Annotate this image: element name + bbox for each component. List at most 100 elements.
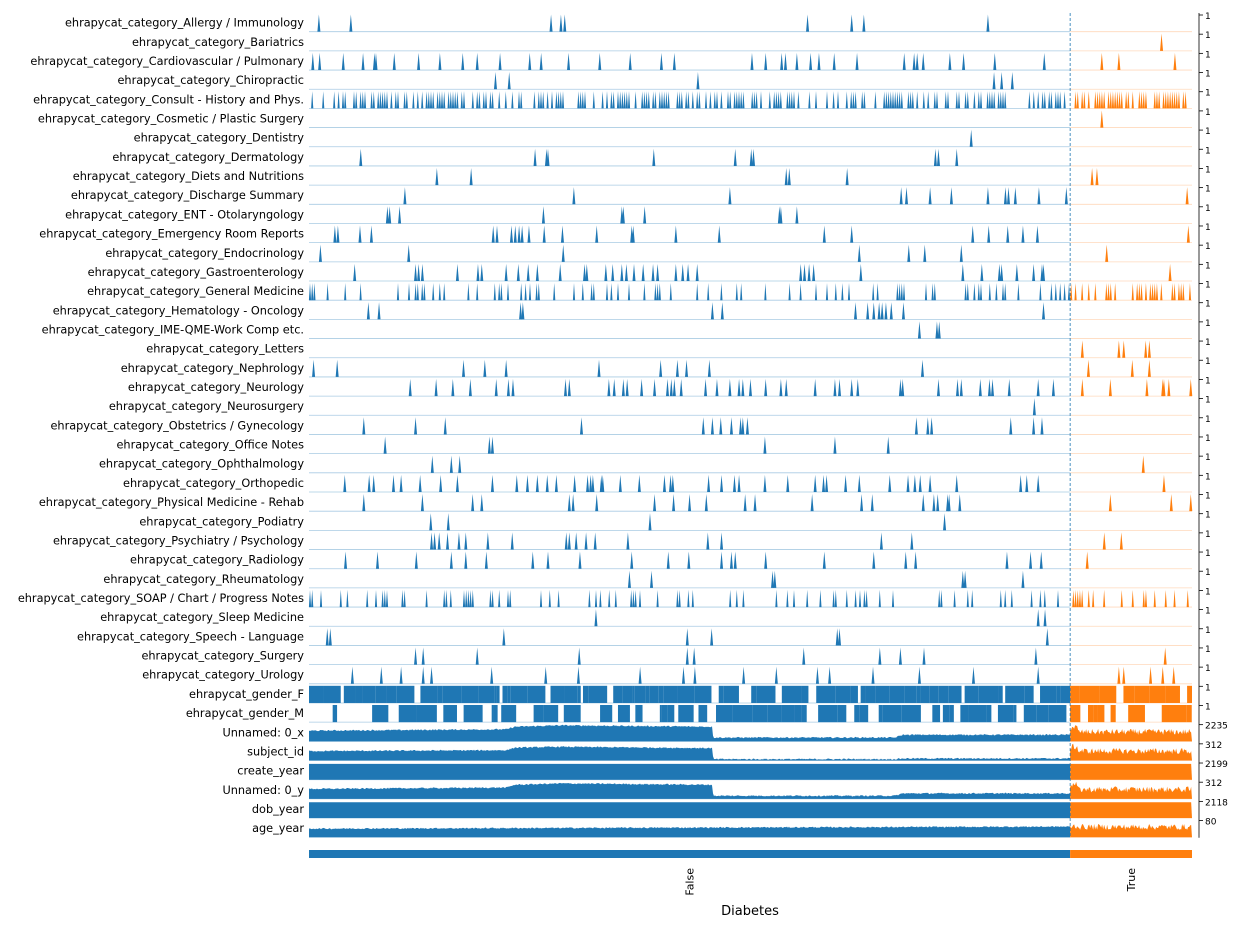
data-spike [923,244,927,262]
data-spike [359,283,362,301]
data-block [837,704,847,723]
data-spike [370,91,373,109]
data-spike [672,378,676,397]
data-spike [1118,91,1121,109]
track-label: ehrapycat_gender_M [186,707,304,720]
data-spike [447,91,450,109]
data-spike [612,378,616,397]
data-spike [1036,666,1040,684]
data-spike [1040,417,1044,435]
track-row: ehrapycat_category_Bariatrics 1 [132,31,1211,52]
data-spike [742,666,746,684]
data-spike [362,494,366,512]
data-spike [557,91,560,109]
data-spike [1043,609,1047,627]
track-label: ehrapycat_category_Nephrology [121,362,305,375]
data-spike [1169,494,1173,512]
data-spike [672,52,676,71]
data-spike [822,474,826,492]
data-spike [322,91,325,109]
data-block [997,704,1014,723]
data-spike [814,91,818,109]
data-spike [399,474,403,492]
data-spike [550,91,554,109]
data-block [362,685,376,703]
data-spike [900,91,903,109]
data-spike [1180,283,1183,301]
track-row: ehrapycat_category_Cardiovascular / Pulm… [30,50,1211,71]
data-block [577,685,581,703]
data-spike [379,666,383,684]
track-row: ehrapycat_category_Podiatry 1 [139,511,1211,531]
track-label: ehrapycat_category_Cosmetic / Plastic Su… [38,112,304,125]
data-spike [1054,91,1057,109]
data-spike [726,91,730,109]
data-spike [1102,532,1106,550]
data-spike [502,628,506,646]
data-spike [493,283,496,301]
data-spike [1078,589,1082,608]
data-spike [652,148,656,166]
data-spike [1136,283,1139,301]
data-block [1079,685,1100,703]
data-spike [979,91,983,109]
data-spike [1130,359,1134,377]
data-spike [687,589,690,608]
data-spike [1063,91,1066,109]
data-spike [542,225,546,243]
data-spike [1080,378,1084,397]
data-spike [498,52,502,71]
data-spike [707,283,710,301]
data-spike [914,551,918,569]
data-spike [685,647,689,665]
data-spike [737,474,741,492]
data-spike [1189,378,1193,397]
data-spike [377,91,380,109]
data-spike [352,91,356,109]
data-spike [495,225,499,243]
data-spike [612,91,615,109]
data-spike [1081,91,1084,109]
data-spike [955,378,959,397]
data-spike [759,91,763,109]
data-spike [533,91,536,109]
data-spike [741,417,745,435]
data-spike [701,417,705,435]
data-spike [698,91,701,109]
data-spike [578,551,582,569]
data-spike [449,455,453,473]
data-spike [1094,91,1097,109]
data-spike [720,474,724,492]
data-block [998,685,1003,703]
data-spike [346,589,349,608]
data-spike [1173,91,1176,109]
track-max-label: 312 [1205,779,1222,789]
data-spike [710,417,714,435]
data-spike [742,589,745,608]
data-spike [1034,647,1038,665]
data-spike [374,52,378,71]
data-spike [626,532,630,550]
data-spike [763,474,767,492]
data-spike [504,263,508,282]
data-spike [898,647,902,665]
data-spike [1147,359,1151,377]
data-spike [1162,91,1165,109]
track-max-label: 1 [1205,683,1211,693]
data-block [716,704,733,723]
data-spike [513,225,517,243]
data-spike [1006,187,1010,205]
data-block [463,704,483,723]
data-spike [537,91,540,109]
data-block [375,685,387,703]
data-spike [696,91,699,109]
data-spike [1153,283,1156,301]
data-spike [1048,91,1051,109]
data-spike [999,91,1002,109]
data-spike [813,474,817,492]
data-spike [430,532,434,550]
data-spike [948,52,952,71]
track-row: ehrapycat_category_Hematology - Oncology… [53,300,1211,320]
data-spike [478,91,481,109]
data-spike [1141,455,1145,473]
